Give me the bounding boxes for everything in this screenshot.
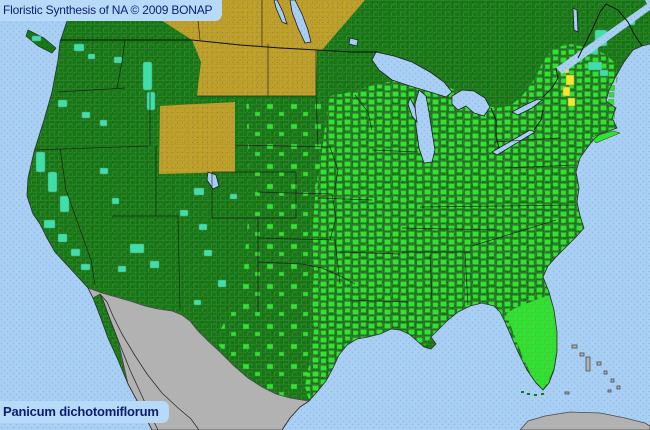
species-label-badge: Panicum dichotomiflorum [0,401,169,423]
coastline [26,0,650,430]
florida-region [506,296,557,389]
long-island [590,130,621,144]
map-title: Floristic Synthesis of NA © 2009 BONAP [3,3,213,17]
great-lakes [371,51,543,164]
map-title-badge: Floristic Synthesis of NA © 2009 BONAP [0,0,223,21]
state-borders [33,0,576,312]
bahamas-islands [564,344,621,395]
mexico-region [87,287,650,430]
county-speckles-sparse [214,96,330,400]
florida-keys [521,391,544,396]
species-name: Panicum dichotomiflorum [3,404,159,419]
